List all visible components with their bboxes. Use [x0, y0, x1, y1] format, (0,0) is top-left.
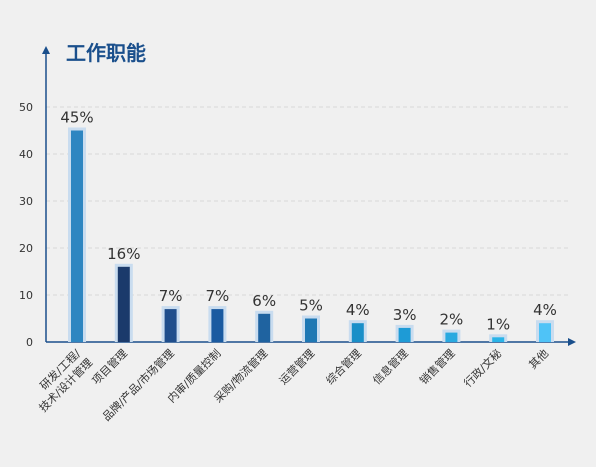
x-tick-label: 运营管理: [276, 346, 317, 387]
data-label: 7%: [206, 287, 230, 305]
x-tick-label: 研发/工程/技术/设计管理: [25, 345, 95, 415]
data-label: 6%: [252, 292, 276, 310]
bar: [351, 323, 364, 342]
y-tick-label: 30: [19, 195, 33, 208]
x-axis-arrow: [568, 338, 576, 346]
x-tick-label-line: 项目管理: [89, 346, 130, 387]
bar: [445, 332, 458, 342]
bar: [539, 323, 551, 342]
x-tick-label-line: 销售管理: [417, 346, 458, 387]
bar: [492, 337, 505, 342]
y-tick-label: 10: [19, 289, 33, 302]
x-tick-label: 项目管理: [89, 346, 130, 387]
y-axis-arrow: [42, 46, 50, 54]
x-tick-label: 其他: [526, 347, 551, 372]
bar: [71, 130, 83, 342]
y-tick-label: 40: [19, 148, 33, 161]
bar: [398, 327, 411, 342]
data-label: 4%: [346, 301, 370, 319]
x-tick-label-line: 综合管理: [323, 346, 364, 387]
data-label: 4%: [533, 301, 557, 319]
data-label: 16%: [107, 245, 140, 263]
bar: [211, 309, 224, 342]
x-tick-label-line: 信息管理: [370, 346, 411, 387]
y-tick-label: 0: [26, 336, 33, 349]
y-tick-label: 50: [19, 101, 33, 114]
data-label: 1%: [486, 315, 510, 333]
bar: [258, 313, 271, 342]
y-tick-label: 20: [19, 242, 33, 255]
bar: [164, 309, 177, 342]
bar: [305, 318, 317, 342]
x-tick-label-line: 运营管理: [276, 346, 317, 387]
x-tick-label: 综合管理: [323, 346, 364, 387]
data-label: 5%: [299, 297, 323, 315]
x-tick-label-line: 其他: [526, 347, 551, 372]
data-label: 45%: [60, 109, 93, 127]
data-label: 7%: [159, 287, 183, 305]
x-tick-label-line: 行政/文秘: [461, 346, 505, 390]
x-tick-label: 行政/文秘: [461, 346, 505, 390]
data-label: 3%: [393, 306, 417, 324]
x-tick-label: 信息管理: [370, 346, 411, 387]
x-tick-label: 销售管理: [417, 346, 458, 387]
data-label: 2%: [440, 311, 464, 329]
chart-title: 工作职能: [66, 41, 146, 65]
bar: [117, 266, 130, 342]
